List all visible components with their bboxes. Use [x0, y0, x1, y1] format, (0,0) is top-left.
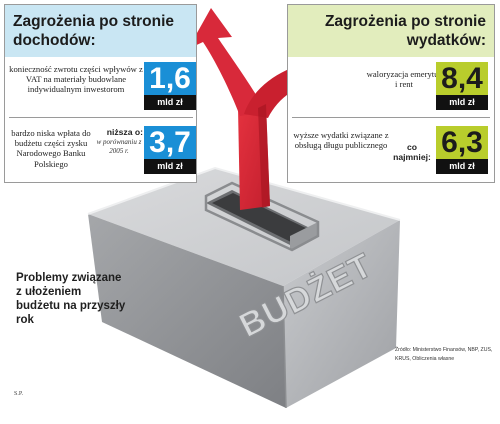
- expense-item-1-value: 8,4: [441, 62, 483, 95]
- expense-item-1-text: waloryzacja emerytur i rent: [366, 69, 442, 90]
- expense-item-2-unit: mld zł: [436, 159, 488, 174]
- expense-panel-header: Zagrożenia po stronie wydatków:: [288, 5, 494, 57]
- income-threats-panel: Zagrożenia po stronie dochodów: konieczn…: [4, 4, 197, 183]
- expense-item-1-value-box: 8,4 mld zł: [436, 62, 488, 110]
- box-slot: [204, 181, 320, 252]
- income-item-2-qualifier: niższa o:: [106, 127, 143, 137]
- income-item-1-value-box: 1,6 mld zł: [144, 62, 196, 110]
- box-right-face: [283, 220, 400, 408]
- figure-caption: Problemy związane z ułożeniem budżetu na…: [16, 272, 126, 326]
- expense-item-2-value: 6,3: [441, 126, 483, 159]
- expense-item-2-qualifier: co najmniej:: [393, 142, 431, 162]
- expense-divider: [292, 117, 490, 118]
- income-item-2-value: 3,7: [149, 126, 191, 159]
- expense-threats-panel: Zagrożenia po stronie wydatków: waloryza…: [287, 4, 495, 183]
- author-initials: S.P.: [14, 391, 24, 397]
- expense-panel-title: Zagrożenia po stronie wydatków:: [324, 13, 486, 49]
- expense-item-2-text: wyższe wydatki związane z obsługą długu …: [293, 130, 389, 151]
- income-divider: [9, 117, 193, 118]
- income-panel-title: Zagrożenia po stronie dochodów:: [13, 13, 175, 49]
- income-item-2-qualifier-note: w porównaniu z 2005 r.: [96, 138, 142, 155]
- income-item-1-unit: mld zł: [144, 95, 196, 110]
- income-item-2-value-box: 3,7 mld zł: [144, 126, 196, 174]
- expense-item-2-value-box: 6,3 mld zł: [436, 126, 488, 174]
- income-item-2-text: bardzo niska wpłata do budżetu części zy…: [11, 128, 91, 169]
- source-note: Źródło: Ministerstwo Finansów, NBP, ZUS,…: [395, 347, 493, 362]
- income-item-1-value: 1,6: [149, 62, 191, 95]
- income-item-2-unit: mld zł: [144, 159, 196, 174]
- expense-item-1-unit: mld zł: [436, 95, 488, 110]
- box-left-face: [88, 214, 286, 408]
- income-panel-header: Zagrożenia po stronie dochodów:: [5, 5, 196, 57]
- income-item-1-text: konieczność zwrotu części wpływów z VAT …: [9, 64, 143, 95]
